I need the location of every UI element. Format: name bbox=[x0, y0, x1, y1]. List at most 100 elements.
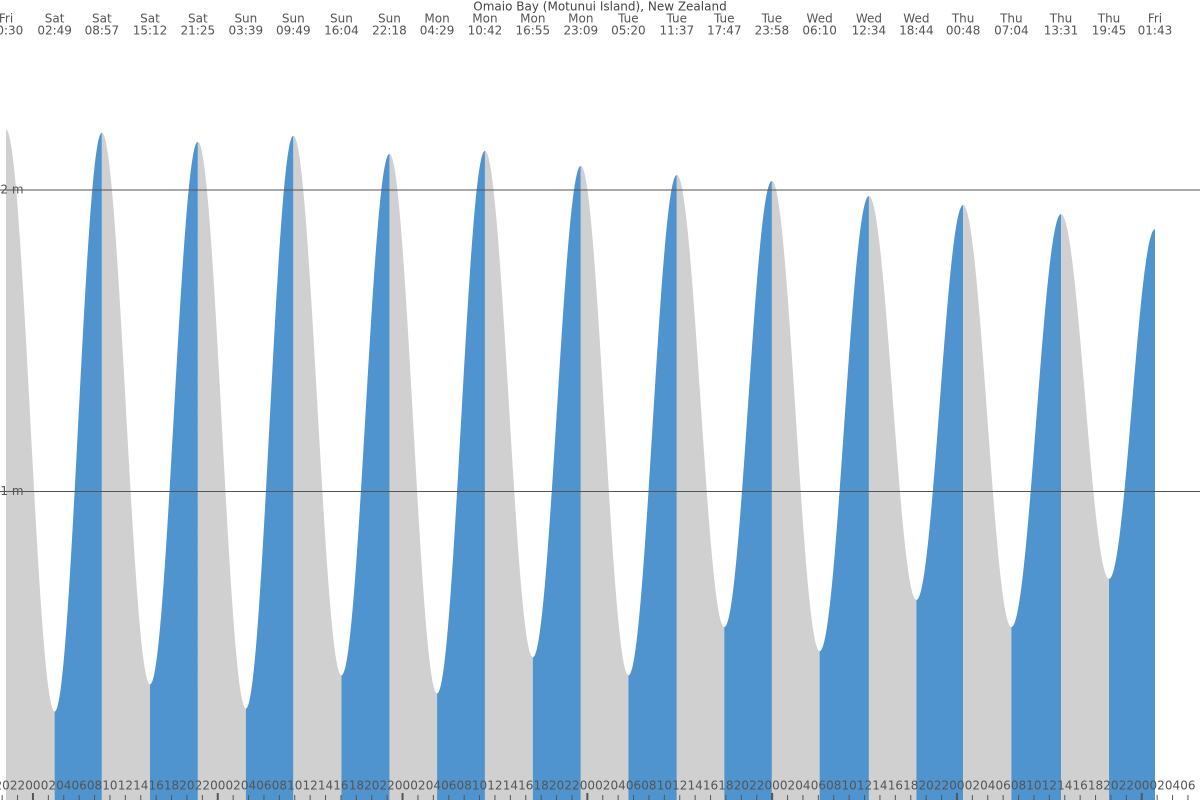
extreme-time: 00:48 bbox=[946, 24, 981, 38]
extreme-day: Tue bbox=[761, 12, 783, 26]
x-tick-label: 22 bbox=[749, 779, 764, 793]
extreme-day: Sat bbox=[188, 12, 208, 26]
falling-tide bbox=[868, 195, 917, 800]
extreme-time: 23:58 bbox=[755, 24, 790, 38]
rising-tide bbox=[1011, 214, 1062, 800]
extreme-day: Thu bbox=[1049, 12, 1073, 26]
x-tick-label: 12 bbox=[303, 779, 318, 793]
extreme-day: Sun bbox=[234, 12, 257, 26]
extreme-day: Tue bbox=[713, 12, 735, 26]
x-tick-label: 06 bbox=[72, 779, 87, 793]
extreme-day: Sun bbox=[330, 12, 353, 26]
x-tick-label: 00 bbox=[210, 779, 225, 793]
x-tick-label: 02 bbox=[226, 779, 241, 793]
rising-tide bbox=[437, 150, 485, 800]
x-tick-label: 02 bbox=[965, 779, 980, 793]
extreme-time: 15:12 bbox=[133, 24, 168, 38]
extreme-time: 10:42 bbox=[468, 24, 503, 38]
extreme-day: Mon bbox=[520, 12, 545, 26]
x-tick-label: 14 bbox=[872, 779, 887, 793]
extreme-day: Sat bbox=[92, 12, 112, 26]
extreme-day: Wed bbox=[856, 12, 882, 26]
rising-tide bbox=[628, 174, 677, 800]
rising-tide bbox=[819, 195, 869, 800]
extreme-time: 07:04 bbox=[994, 24, 1029, 38]
x-tick-label: 12 bbox=[1042, 779, 1057, 793]
extreme-day: Wed bbox=[903, 12, 929, 26]
extreme-day: Sun bbox=[378, 12, 401, 26]
x-tick-label: 10 bbox=[842, 779, 857, 793]
extreme-day: Sun bbox=[282, 12, 305, 26]
x-tick-label: 04 bbox=[1165, 779, 1180, 793]
x-tick-label: 10 bbox=[102, 779, 117, 793]
extreme-day: Fri bbox=[1148, 12, 1162, 26]
x-tick-label: 14 bbox=[318, 779, 333, 793]
x-tick-label: 18 bbox=[1088, 779, 1103, 793]
falling-tide bbox=[1061, 214, 1110, 800]
x-tick-label: 16 bbox=[703, 779, 718, 793]
extreme-time: 09:49 bbox=[276, 24, 311, 38]
extreme-time: 23:09 bbox=[564, 24, 599, 38]
x-tick-label: 02 bbox=[780, 779, 795, 793]
y-tick-label: 2 m bbox=[0, 182, 23, 196]
rising-tide bbox=[341, 153, 390, 800]
x-tick-label: 18 bbox=[349, 779, 364, 793]
x-tick-label: 16 bbox=[333, 779, 348, 793]
x-tick-label: 22 bbox=[10, 779, 25, 793]
x-tick-label: 08 bbox=[1011, 779, 1026, 793]
x-tick-label: 00 bbox=[765, 779, 780, 793]
x-tick-label: 10 bbox=[287, 779, 302, 793]
rising-tide bbox=[724, 180, 772, 800]
x-tick-label: 20 bbox=[549, 779, 564, 793]
x-tick-label: 02 bbox=[410, 779, 425, 793]
rising-tide bbox=[532, 165, 581, 800]
rising-tide bbox=[149, 141, 198, 800]
x-tick-label: 22 bbox=[195, 779, 210, 793]
extreme-time: 22:18 bbox=[372, 24, 407, 38]
x-tick-label: 16 bbox=[1073, 779, 1088, 793]
extreme-time: 02:49 bbox=[37, 24, 72, 38]
x-tick-label: 10 bbox=[472, 779, 487, 793]
x-tick-label: 18 bbox=[534, 779, 549, 793]
extreme-time: 08:57 bbox=[85, 24, 120, 38]
x-tick-label: 22 bbox=[380, 779, 395, 793]
extreme-time: 16:55 bbox=[516, 24, 551, 38]
falling-tide bbox=[963, 205, 1012, 800]
extreme-time: 16:04 bbox=[324, 24, 359, 38]
extreme-day: Tue bbox=[666, 12, 688, 26]
x-tick-label: 06 bbox=[811, 779, 826, 793]
extreme-time: 04:29 bbox=[420, 24, 455, 38]
x-tick-label: 08 bbox=[272, 779, 287, 793]
x-tick-label: 04 bbox=[980, 779, 995, 793]
x-tick-label: 20 bbox=[1103, 779, 1118, 793]
extreme-time: 11:37 bbox=[660, 24, 695, 38]
x-tick-label: 20 bbox=[179, 779, 194, 793]
extreme-time: 20:30 bbox=[0, 24, 23, 38]
extreme-day: Thu bbox=[1097, 12, 1121, 26]
x-tick-label: 16 bbox=[149, 779, 164, 793]
x-tick-label: 06 bbox=[996, 779, 1011, 793]
x-tick-label: 14 bbox=[133, 779, 148, 793]
x-tick-label: 06 bbox=[256, 779, 271, 793]
falling-tide bbox=[484, 150, 533, 800]
falling-tide bbox=[771, 180, 820, 800]
falling-tide bbox=[293, 135, 342, 800]
x-tick-label: 12 bbox=[118, 779, 133, 793]
x-tick-label: 14 bbox=[1057, 779, 1072, 793]
extreme-time: 01:43 bbox=[1138, 24, 1173, 38]
x-tick-label: 20 bbox=[0, 779, 10, 793]
rising-tide bbox=[245, 135, 294, 800]
x-tick-label: 04 bbox=[56, 779, 71, 793]
extreme-time: 12:34 bbox=[852, 24, 887, 38]
rising-tide bbox=[1109, 229, 1155, 800]
extreme-day: Mon bbox=[568, 12, 593, 26]
x-tick-label: 22 bbox=[934, 779, 949, 793]
x-tick-label: 22 bbox=[564, 779, 579, 793]
extreme-day: Thu bbox=[951, 12, 975, 26]
x-tick-label: 10 bbox=[657, 779, 672, 793]
x-tick-label: 02 bbox=[1150, 779, 1165, 793]
extreme-time: 18:44 bbox=[899, 24, 934, 38]
extreme-day: Tue bbox=[617, 12, 639, 26]
falling-tide bbox=[580, 165, 629, 800]
